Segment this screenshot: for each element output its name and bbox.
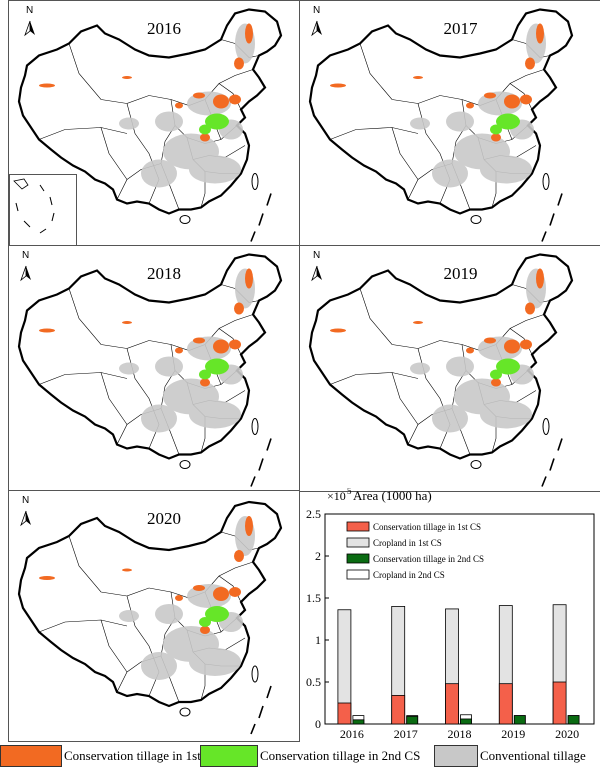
bar-ct-1st bbox=[552, 681, 567, 725]
chart-legend-label: Cropland in 2nd CS bbox=[373, 570, 445, 580]
bar-ct-1st bbox=[445, 683, 459, 725]
chart-legend-swatch bbox=[346, 537, 370, 548]
bar-ct-2nd bbox=[352, 719, 365, 725]
map-year-label: 2017 bbox=[443, 19, 478, 38]
plot-area bbox=[324, 513, 595, 725]
legend-item-ct-2nd: Conservation tillage in 2nd CS bbox=[200, 745, 420, 767]
legend-item-conventional: Conventional tillage bbox=[434, 745, 586, 767]
chart-legend-label: Conservation tillage in 2nd CS bbox=[373, 554, 484, 564]
x-tick-label: 2016 bbox=[340, 727, 364, 741]
y-tick-label: 1.5 bbox=[306, 591, 321, 605]
chart-legend-label: Cropland in 1st CS bbox=[373, 538, 442, 548]
y-tick-label: 2.5 bbox=[306, 507, 321, 521]
legend-label: Conservation tillage in 1st CS bbox=[64, 748, 220, 763]
x-tick-label: 2018 bbox=[448, 727, 472, 741]
map-panel-2017: N 2017 bbox=[299, 0, 600, 247]
north-arrow-icon: N bbox=[310, 5, 324, 29]
map-panel-2018: N 2018 bbox=[8, 245, 300, 492]
map-year-label: 2016 bbox=[147, 19, 181, 38]
bar-ct-1st bbox=[391, 695, 406, 725]
north-arrow-icon: N bbox=[19, 250, 33, 274]
y-tick-label: 0.5 bbox=[306, 675, 321, 689]
x-tick-label: 2019 bbox=[501, 727, 525, 741]
legend-label: Conventional tillage bbox=[480, 748, 586, 763]
chart-legend-swatch bbox=[346, 553, 370, 564]
bar-ct-2nd bbox=[406, 716, 419, 725]
north-arrow-icon: N bbox=[310, 250, 324, 274]
map-panel-2019: N 2019 bbox=[299, 245, 600, 492]
north-arrow-icon: N bbox=[19, 495, 33, 519]
y-tick-label: 0 bbox=[315, 717, 321, 731]
legend-swatch bbox=[434, 745, 478, 767]
chart-title: Area (1000 ha) bbox=[353, 488, 432, 503]
chart-legend-swatch bbox=[346, 569, 370, 580]
x-tick-label: 2020 bbox=[555, 727, 579, 741]
legend-label: Conservation tillage in 2nd CS bbox=[260, 748, 421, 763]
bar-ct-1st bbox=[337, 702, 352, 725]
bar-ct-1st bbox=[498, 683, 513, 725]
legend-swatch bbox=[0, 745, 62, 767]
map-panel-2016: N 2016 bbox=[8, 0, 300, 247]
y-exponent: ×10 bbox=[327, 489, 346, 503]
y-exponent-power: 5 bbox=[347, 488, 352, 496]
map-year-label: 2020 bbox=[147, 509, 181, 528]
y-tick-label: 1 bbox=[315, 633, 321, 647]
map-year-label: 2019 bbox=[443, 264, 478, 283]
map-year-label: 2018 bbox=[147, 264, 181, 283]
map-legend: Conservation tillage in 1st CS Conservat… bbox=[0, 741, 600, 769]
bar-ct-2nd bbox=[460, 718, 472, 725]
north-arrow-icon: N bbox=[23, 5, 37, 29]
y-tick-label: 2 bbox=[315, 549, 321, 563]
chart-legend-swatch bbox=[346, 521, 370, 532]
south-china-sea-inset bbox=[9, 174, 77, 246]
bar-ct-2nd bbox=[513, 715, 526, 725]
legend-item-ct-1st: Conservation tillage in 1st CS bbox=[0, 745, 220, 767]
legend-swatch bbox=[200, 745, 258, 767]
area-bar-chart: ×10 5 Area (1000 ha) 0 0.5 1 1.5 2 2.5 2016 2017 20… bbox=[299, 486, 600, 741]
chart-legend-label: Conservation tillage in 1st CS bbox=[373, 522, 481, 532]
map-panel-2020: N 2020 bbox=[8, 490, 300, 742]
chart-canvas: ×10 5 Area (1000 ha) 0 0.5 1 1.5 2 2.5 2016 2017 20… bbox=[306, 486, 595, 741]
bar-ct-2nd bbox=[567, 715, 580, 725]
x-tick-label: 2017 bbox=[394, 727, 418, 741]
